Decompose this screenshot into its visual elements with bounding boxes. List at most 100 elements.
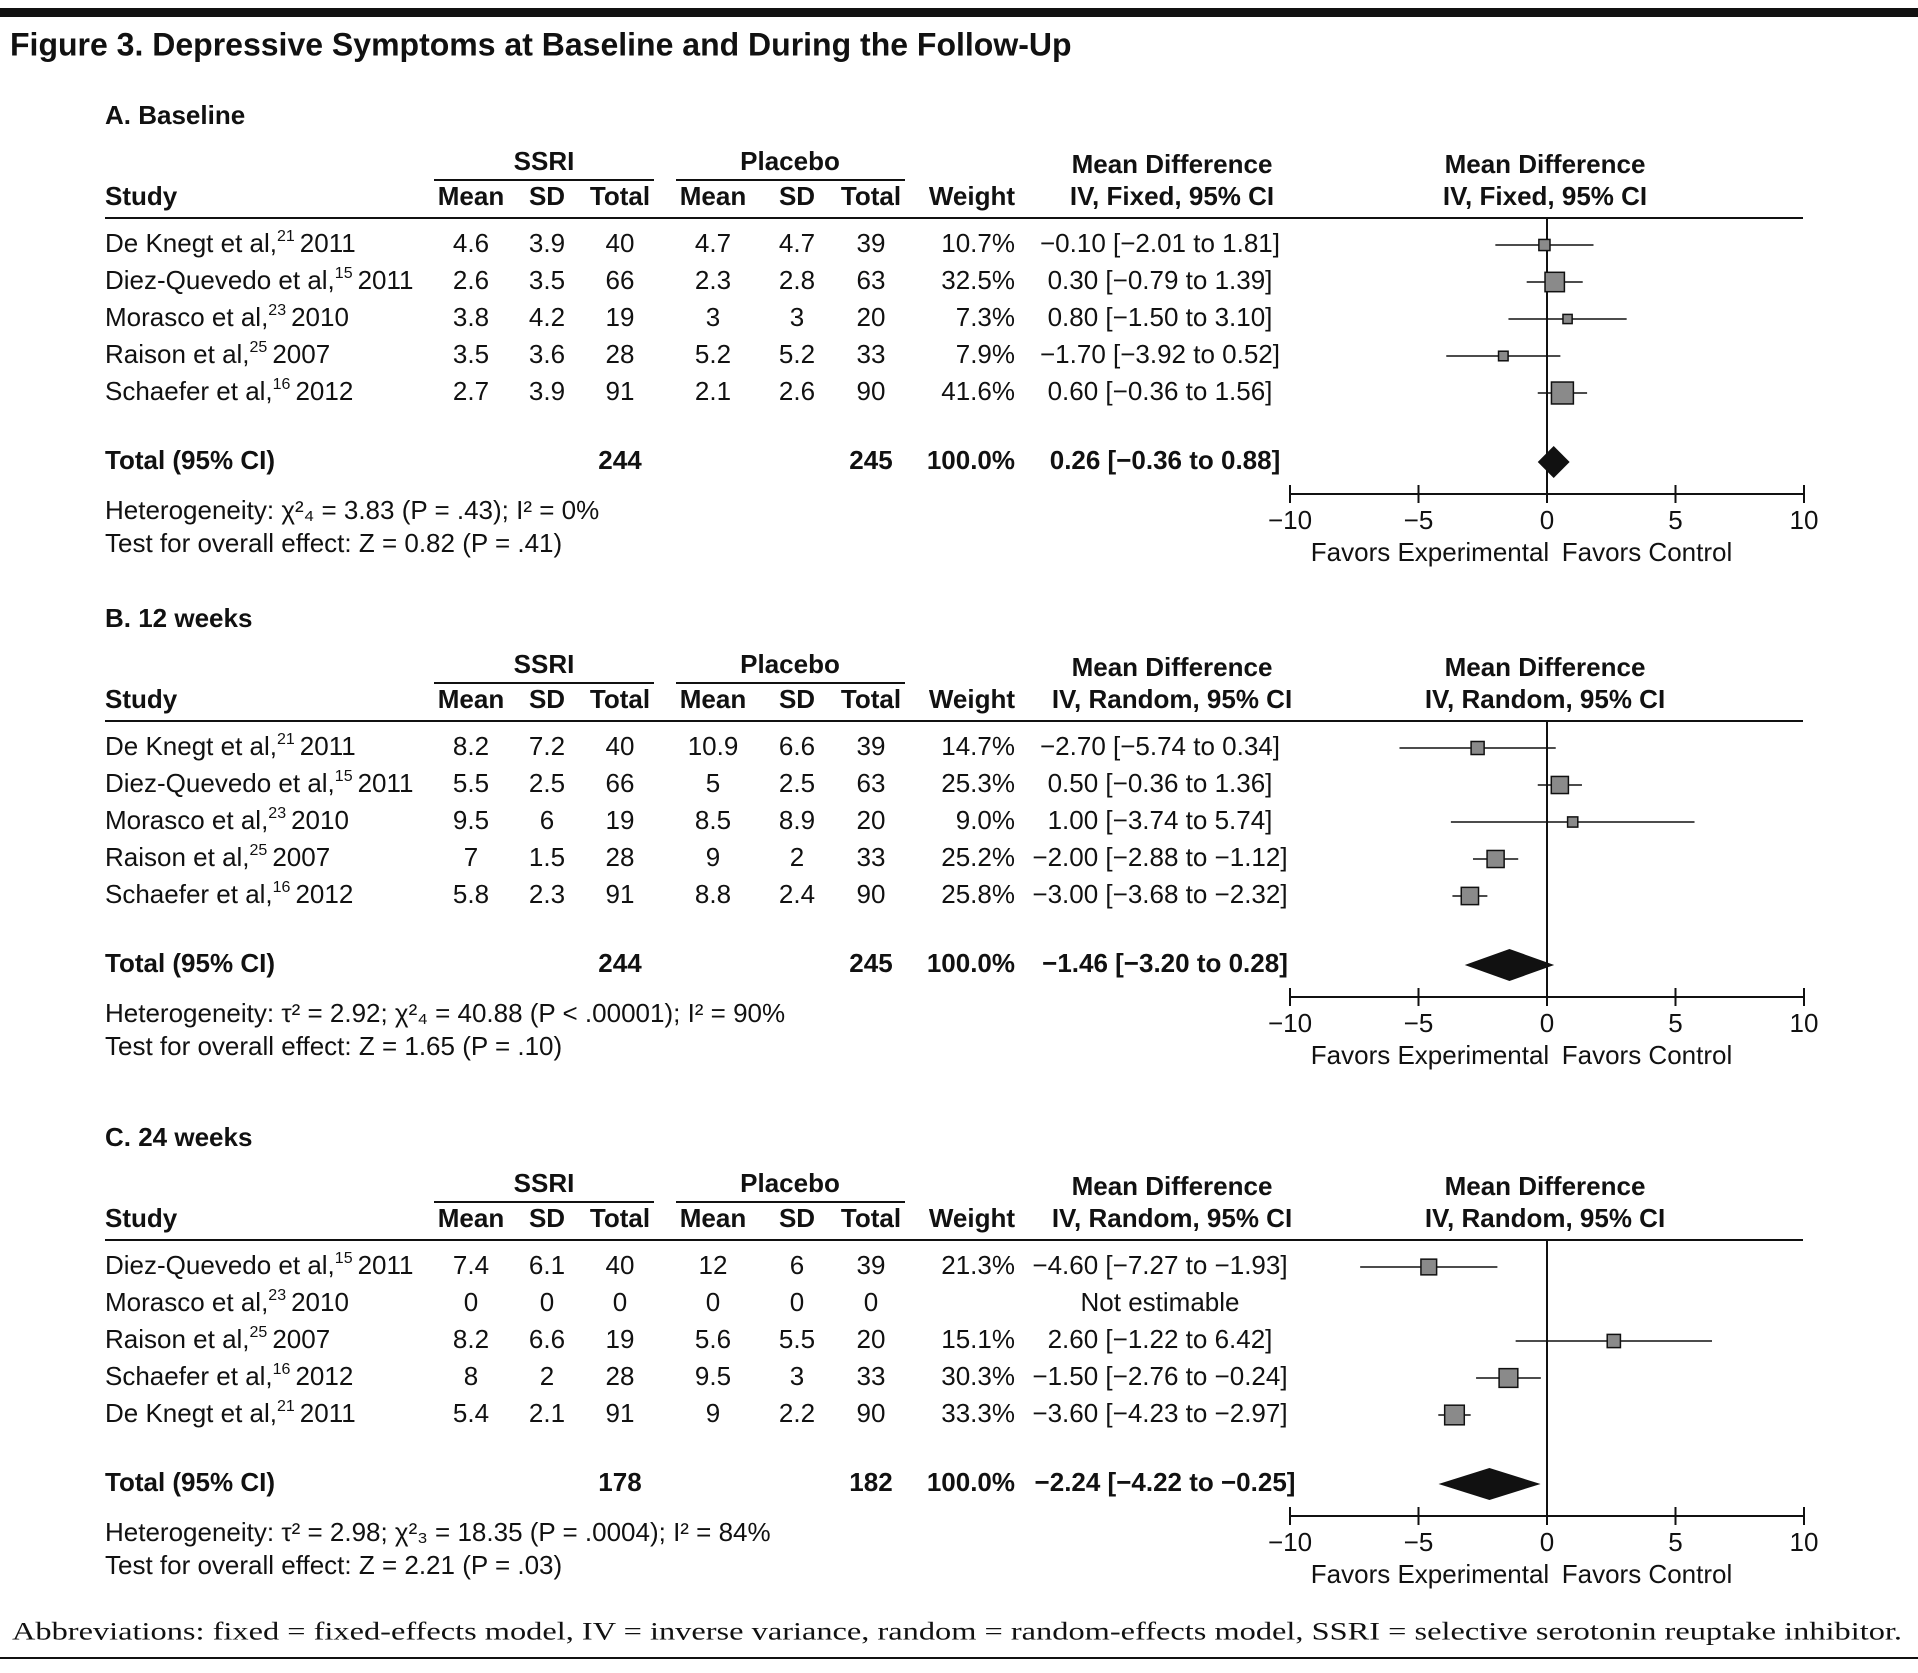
cell: 63 (857, 768, 886, 798)
panel-title: C. 24 weeks (105, 1122, 252, 1152)
cell: 3.8 (453, 302, 489, 332)
total-cell: 244 (598, 445, 642, 475)
cell: 3.9 (529, 376, 565, 406)
weight: 32.5% (941, 265, 1015, 295)
study-name: Morasco et al,23 2010 (105, 1287, 349, 1317)
study-ref: 25 (250, 1324, 268, 1341)
cell: 5.2 (695, 339, 731, 369)
study-square (1538, 238, 1551, 252)
column-header: SD (779, 181, 815, 211)
study-ref: 25 (250, 339, 268, 356)
total-cell: 178 (598, 1467, 641, 1497)
x-tick-label: 10 (1790, 505, 1819, 535)
favors-left: Favors Experimental (1311, 537, 1549, 567)
group-header: Placebo (740, 146, 840, 176)
column-header: Study (105, 1203, 178, 1233)
group-header: SSRI (514, 649, 575, 679)
study-square (1606, 1333, 1622, 1349)
study-ref: 21 (277, 731, 295, 748)
study-name: Raison et al,25 2007 (105, 842, 330, 872)
heterogeneity: Heterogeneity: χ²₄ = 3.83 (P = .43); I² … (105, 495, 599, 525)
cell: 9 (706, 842, 720, 872)
weight: 33.3% (941, 1398, 1015, 1428)
cell: 5.6 (695, 1324, 731, 1354)
favors-right: Favors Control (1562, 1040, 1733, 1070)
total-diamond (1438, 1468, 1541, 1500)
cell: 39 (857, 228, 886, 258)
cell: 2.6 (453, 265, 489, 295)
study-name: Schaefer et al,16 2012 (105, 879, 353, 909)
effect-ci: −2.00 [−2.88 to −1.12] (1032, 842, 1287, 872)
total-label: Total (95% CI) (105, 1467, 275, 1497)
study-year: 2012 (295, 376, 353, 406)
total-effect: −2.24 [−4.22 to −0.25] (1035, 1467, 1296, 1497)
footnote: Abbreviations: fixed = fixed-effects mod… (12, 1619, 1902, 1646)
effect-ci: −1.70 [−3.92 to 0.52] (1040, 339, 1280, 369)
cell: 40 (606, 228, 635, 258)
weight: 21.3% (941, 1250, 1015, 1280)
cell: 3.6 (529, 339, 565, 369)
study-year: 2011 (358, 768, 414, 798)
study-name: De Knegt et al,21 2011 (105, 731, 356, 761)
cell: 2.3 (695, 265, 731, 295)
cell: 7.4 (453, 1250, 489, 1280)
plot-header: Mean Difference (1445, 652, 1646, 682)
column-header: Mean (438, 181, 504, 211)
study-ref: 21 (277, 228, 295, 245)
cell: 8.2 (453, 731, 489, 761)
column-header: Weight (929, 181, 1016, 211)
favors-right: Favors Control (1562, 1559, 1733, 1589)
plot-header: Mean Difference (1445, 1171, 1646, 1201)
cell: 91 (606, 376, 635, 406)
plot-header: IV, Fixed, 95% CI (1443, 181, 1647, 211)
cell: 6.6 (529, 1324, 565, 1354)
cell: 2.5 (529, 768, 565, 798)
cell: 3 (790, 1361, 804, 1391)
study-author: De Knegt et al, (105, 1398, 277, 1428)
study-name: Schaefer et al,16 2012 (105, 376, 353, 406)
study-year: 2007 (272, 1324, 330, 1354)
cell: 20 (857, 302, 886, 332)
figure-title: Figure 3. Depressive Symptoms at Baselin… (10, 26, 1072, 62)
cell: 2.8 (779, 265, 815, 295)
study-ref: 23 (268, 1287, 286, 1304)
heterogeneity: Heterogeneity: τ² = 2.98; χ²₃ = 18.35 (P… (105, 1517, 771, 1547)
effect-ci: Not estimable (1081, 1287, 1240, 1317)
total-effect: 0.26 [−0.36 to 0.88] (1050, 445, 1281, 475)
study-ref: 23 (268, 805, 286, 822)
cell: 91 (606, 879, 635, 909)
weight: 25.2% (941, 842, 1015, 872)
column-header: Weight (929, 1203, 1016, 1233)
cell: 8.2 (453, 1324, 489, 1354)
group-header: SSRI (514, 146, 575, 176)
cell: 19 (606, 1324, 635, 1354)
study-author: Schaefer et al, (105, 879, 273, 909)
study-name: Raison et al,25 2007 (105, 339, 330, 369)
cell: 2.1 (529, 1398, 565, 1428)
total-effect: −1.46 [−3.20 to 0.28] (1042, 948, 1288, 978)
study-square (1550, 775, 1570, 795)
study-square (1443, 1404, 1466, 1426)
column-header: SD (529, 1203, 565, 1233)
cell: 0 (613, 1287, 627, 1317)
cell: 6 (790, 1250, 804, 1280)
study-author: De Knegt et al, (105, 228, 277, 258)
weight: 41.6% (941, 376, 1015, 406)
effect-ci: −0.10 [−2.01 to 1.81] (1040, 228, 1280, 258)
study-name: Raison et al,25 2007 (105, 1324, 330, 1354)
cell: 9.5 (695, 1361, 731, 1391)
favors-right: Favors Control (1562, 537, 1733, 567)
cell: 8.9 (779, 805, 815, 835)
study-author: De Knegt et al, (105, 731, 277, 761)
cell: 33 (857, 339, 886, 369)
cell: 3.5 (453, 339, 489, 369)
study-author: Morasco et al, (105, 302, 268, 332)
plot-header: IV, Random, 95% CI (1425, 684, 1665, 714)
total-diamond (1537, 446, 1570, 478)
column-header: Mean (438, 684, 504, 714)
study-square (1566, 816, 1579, 828)
cell: 90 (857, 376, 886, 406)
total-weight: 100.0% (927, 948, 1015, 978)
cell: 6.1 (529, 1250, 565, 1280)
total-cell: 245 (849, 948, 892, 978)
